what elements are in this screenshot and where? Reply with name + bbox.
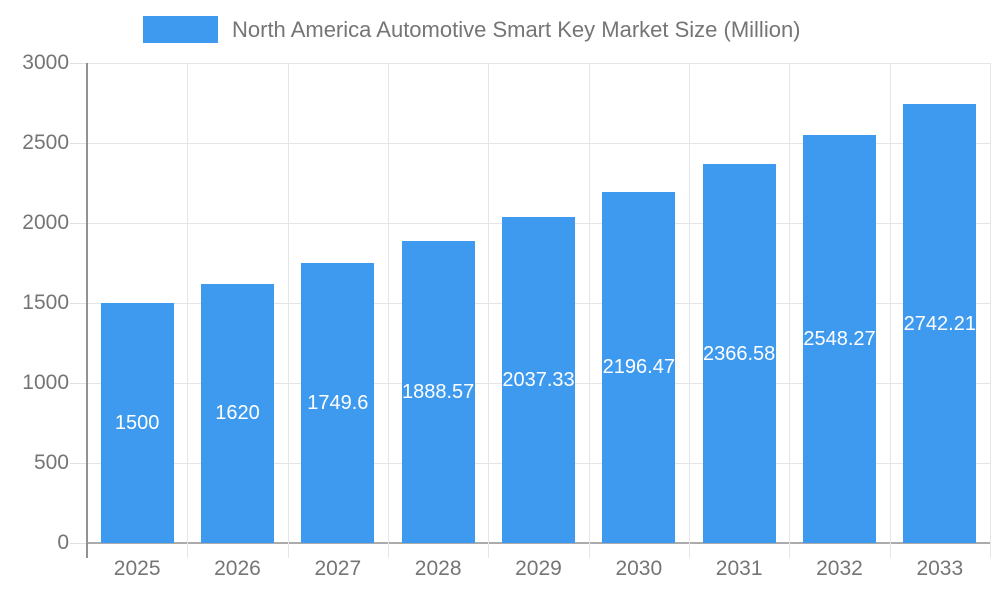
bar-value-label: 1620 <box>215 402 260 425</box>
y-axis-tick <box>70 543 87 544</box>
v-gridline <box>388 63 389 558</box>
y-axis-tick-label: 2000 <box>22 211 69 234</box>
v-gridline <box>588 63 590 558</box>
bar-value-label: 2366.58 <box>703 342 776 365</box>
bar[interactable]: 2037.33 <box>502 217 575 543</box>
h-gridline <box>87 63 990 64</box>
x-axis-tick-label: 2033 <box>916 557 964 580</box>
bar-value-label: 2037.33 <box>502 369 575 392</box>
bar-value-label: 1500 <box>114 412 160 434</box>
bar-value-label: 2548.27 <box>803 328 876 351</box>
x-axis-tick-label: 2031 <box>715 557 763 580</box>
v-gridline <box>287 63 289 558</box>
y-axis-tick <box>70 303 87 304</box>
bar-value-label: 1888.57 <box>402 380 475 403</box>
x-axis-line <box>87 542 990 544</box>
bar[interactable]: 1620 <box>201 283 274 543</box>
bar[interactable]: 1888.57 <box>401 240 475 543</box>
y-axis-tick-label: 3000 <box>22 51 69 74</box>
y-axis-tick <box>70 383 87 384</box>
x-axis-tick-label: 2030 <box>615 557 663 580</box>
y-axis-tick-label: 2500 <box>22 131 69 154</box>
y-axis-tick <box>70 463 87 464</box>
bar-value-label: 1749.6 <box>307 392 369 415</box>
x-axis-tick-label: 2025 <box>113 557 161 580</box>
x-axis-tick-label: 2029 <box>515 557 562 580</box>
v-gridline <box>187 63 189 558</box>
v-gridline <box>689 63 690 558</box>
y-axis-tick-label: 1500 <box>22 291 69 314</box>
bar[interactable]: 2366.58 <box>702 164 776 543</box>
bar-value-label: 2196.47 <box>602 356 675 379</box>
y-axis-tick-label: 1000 <box>22 371 69 394</box>
v-gridline <box>990 63 991 558</box>
y-axis-tick-label: 0 <box>57 531 69 554</box>
v-gridline <box>488 63 490 558</box>
legend-item[interactable]: North America Automotive Smart Key Marke… <box>143 16 801 43</box>
v-gridline <box>889 63 891 558</box>
bar-value-label: 2742.21 <box>903 312 976 335</box>
x-axis-tick-label: 2027 <box>314 557 362 580</box>
bar[interactable]: 1749.6 <box>301 263 375 543</box>
y-axis-line <box>86 63 88 558</box>
x-axis-tick-label: 2026 <box>214 557 261 580</box>
x-axis-tick-label: 2032 <box>816 557 863 580</box>
y-axis-tick-label: 500 <box>33 451 69 474</box>
y-axis-tick <box>70 223 87 224</box>
legend-label: North America Automotive Smart Key Marke… <box>232 16 801 42</box>
h-gridline <box>87 143 990 144</box>
y-axis-tick <box>70 143 87 144</box>
y-axis-tick <box>70 63 87 64</box>
bar[interactable]: 2742.21 <box>903 104 977 543</box>
x-axis-tick-label: 2028 <box>414 557 462 580</box>
bar[interactable]: 1500 <box>100 303 174 543</box>
bar[interactable]: 2548.27 <box>803 135 876 543</box>
legend-swatch <box>143 16 218 43</box>
bar[interactable]: 2196.47 <box>602 191 676 543</box>
v-gridline <box>789 63 791 558</box>
plot-area: 1500 1620 1749.6 1888.57 2037.33 2196.47 2366.… <box>70 63 991 558</box>
